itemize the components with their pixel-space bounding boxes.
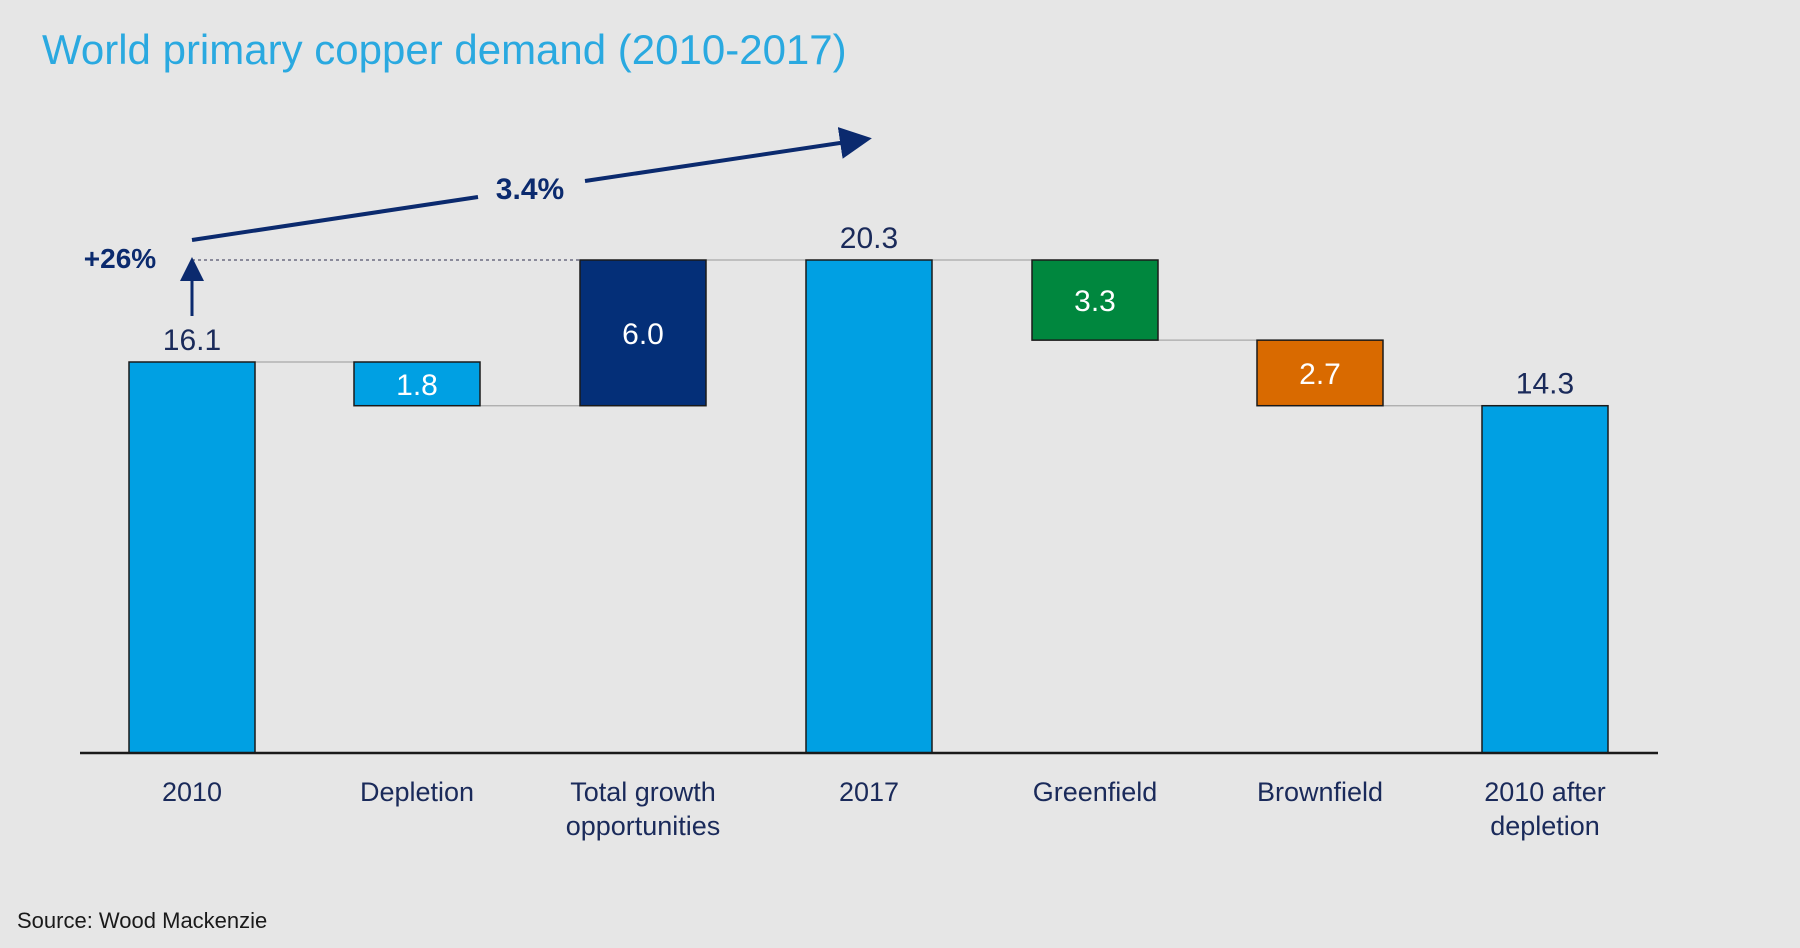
chart-title: World primary copper demand (2010-2017) <box>42 26 847 73</box>
growth-annotation: +26% <box>84 243 156 274</box>
bar-2017 <box>805 259 933 754</box>
growth-trend-arrow <box>584 127 872 183</box>
category-label: 2010 after <box>1484 777 1606 807</box>
growth-trend-line <box>191 195 479 242</box>
bar-total-growth-opportunities <box>579 259 707 407</box>
category-label: Depletion <box>360 777 474 807</box>
data-label: 2.7 <box>1299 358 1341 391</box>
data-label: 6.0 <box>622 318 664 351</box>
category-label: opportunities <box>566 811 721 841</box>
bar-2010 <box>128 361 256 754</box>
category-label: 2017 <box>839 777 899 807</box>
category-label: depletion <box>1490 811 1600 841</box>
data-label: 14.3 <box>1516 368 1574 401</box>
category-label: 2010 <box>162 777 222 807</box>
bar-brownfield <box>1256 339 1384 407</box>
cagr-annotation: 3.4% <box>496 173 564 206</box>
bar-depletion <box>353 361 481 407</box>
data-label: 1.8 <box>396 369 438 402</box>
data-label: 3.3 <box>1074 285 1116 318</box>
bar-2010-after-depletion <box>1481 404 1609 754</box>
category-label: Total growth <box>570 777 716 807</box>
source-note: Source: Wood Mackenzie <box>17 908 268 933</box>
data-label: 16.1 <box>163 324 221 357</box>
category-label: Brownfield <box>1257 777 1383 807</box>
category-label: Greenfield <box>1033 777 1158 807</box>
bar-greenfield <box>1031 259 1159 341</box>
data-label: 20.3 <box>840 222 898 255</box>
